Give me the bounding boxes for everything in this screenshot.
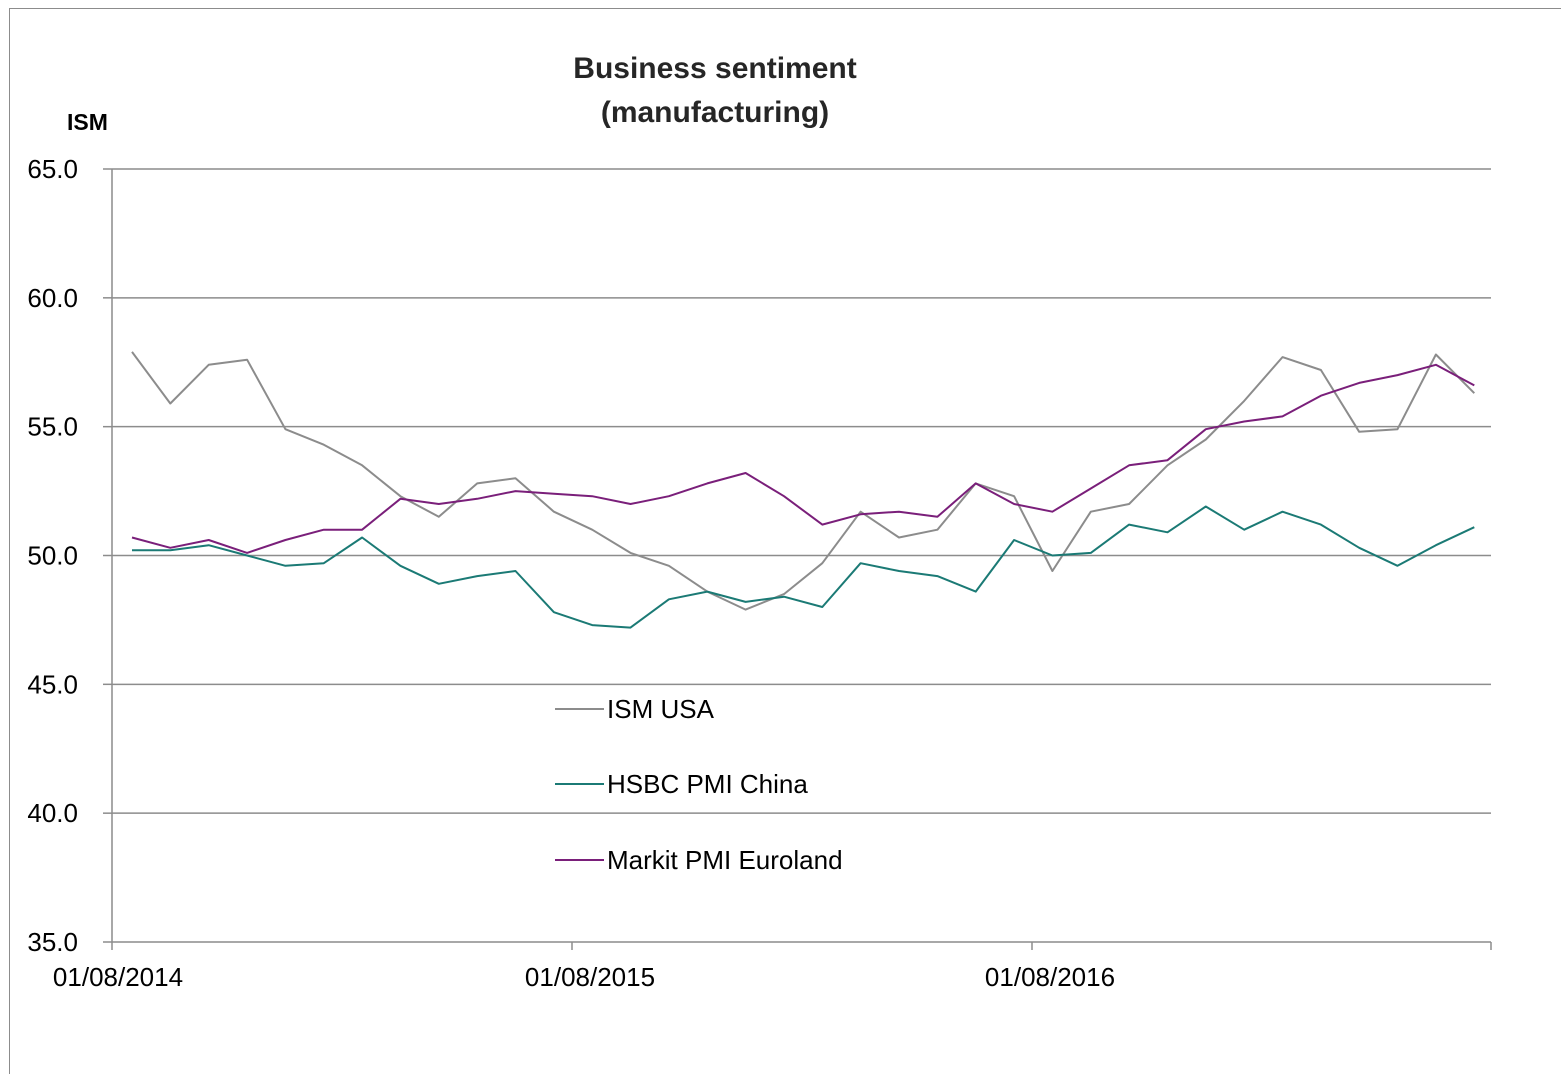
- chart-title-line-1: Business sentiment: [573, 52, 856, 85]
- y-tick-label: 60.0: [27, 283, 78, 313]
- legend-label-hsbc-pmi-china: HSBC PMI China: [607, 769, 808, 799]
- y-tick-label: 55.0: [27, 412, 78, 442]
- y-tick-label: 50.0: [27, 541, 78, 571]
- legend-label-ism-usa: ISM USA: [607, 694, 715, 724]
- legend: ISM USA HSBC PMI China Markit PMI Euroland: [555, 694, 843, 875]
- y-tick-label: 65.0: [27, 154, 78, 184]
- chart-frame: [9, 8, 1561, 1074]
- series-lines: [131, 351, 1476, 629]
- x-tick-labels: 01/08/2014 01/08/2015 01/08/2016: [53, 962, 1115, 992]
- legend-label-markit-pmi-euroland: Markit PMI Euroland: [607, 845, 843, 875]
- series-line-hsbc-pmi-china: [132, 505, 1475, 629]
- x-tick-label: 01/08/2014: [53, 962, 183, 992]
- x-tick-label: 01/08/2015: [525, 962, 655, 992]
- y-tick-label: 45.0: [27, 669, 78, 699]
- chart-title-line-2: (manufacturing): [601, 96, 829, 129]
- x-tick-label: 01/08/2016: [985, 962, 1115, 992]
- axes: [103, 168, 1492, 950]
- series-line-ism-usa: [131, 351, 1476, 611]
- y-tick-labels: 35.0 40.0 45.0 50.0 55.0 60.0 65.0: [27, 154, 78, 957]
- y-tick-label: 40.0: [27, 798, 78, 828]
- y-axis-label: ISM: [67, 109, 108, 135]
- gridlines: [112, 168, 1491, 814]
- series-line-markit-pmi-euroland: [131, 363, 1475, 554]
- y-tick-label: 35.0: [27, 927, 78, 957]
